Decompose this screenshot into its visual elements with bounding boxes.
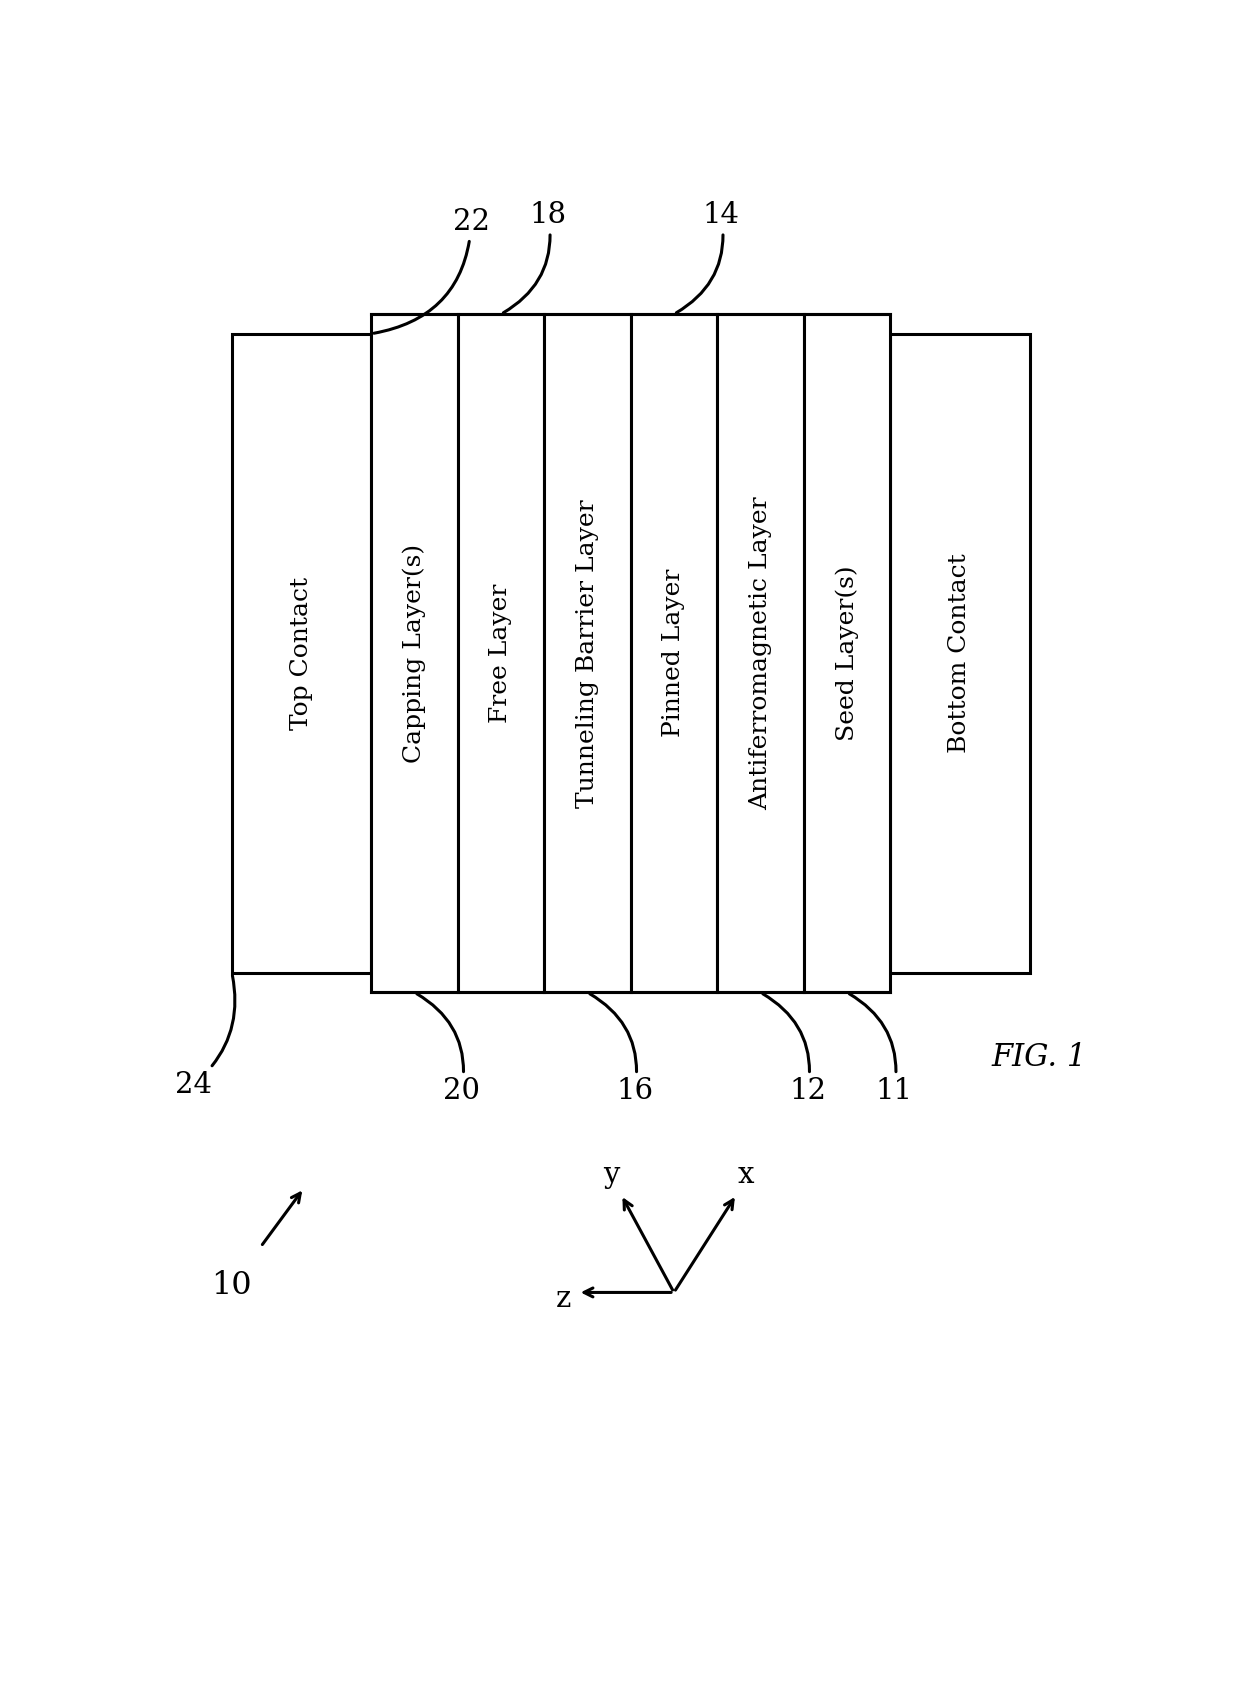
Text: Bottom Contact: Bottom Contact	[949, 554, 971, 754]
Bar	[717, 313, 804, 993]
Bar	[232, 334, 371, 972]
Text: Top Contact: Top Contact	[290, 576, 312, 730]
Text: Tunneling Barrier Layer: Tunneling Barrier Layer	[575, 500, 599, 808]
Text: 16: 16	[590, 994, 653, 1104]
Bar	[804, 313, 890, 993]
Text: 18: 18	[503, 202, 567, 313]
Text: y: y	[604, 1160, 620, 1189]
Text: 12: 12	[763, 994, 826, 1104]
Text: 11: 11	[849, 994, 913, 1104]
Bar	[544, 313, 631, 993]
Text: 10: 10	[212, 1270, 252, 1301]
Text: Pinned Layer: Pinned Layer	[662, 569, 686, 737]
Text: z: z	[556, 1286, 572, 1313]
Text: 24: 24	[175, 976, 234, 1099]
Text: Free Layer: Free Layer	[490, 584, 512, 723]
Bar	[631, 313, 717, 993]
Text: Seed Layer(s): Seed Layer(s)	[836, 566, 858, 740]
Text: 20: 20	[417, 994, 480, 1104]
Text: 14: 14	[676, 202, 740, 313]
Text: 22: 22	[374, 208, 490, 334]
Text: x: x	[738, 1160, 754, 1189]
Text: Capping Layer(s): Capping Layer(s)	[403, 544, 427, 762]
Bar	[890, 334, 1029, 972]
Text: Antiferromagnetic Layer: Antiferromagnetic Layer	[749, 496, 773, 810]
Bar	[458, 313, 544, 993]
Bar	[371, 313, 458, 993]
Text: FIG. 1: FIG. 1	[992, 1042, 1086, 1072]
